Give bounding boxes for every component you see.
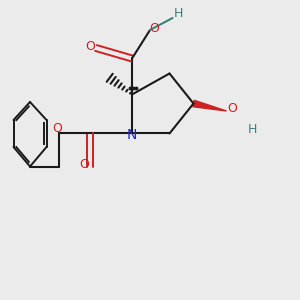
Text: N: N xyxy=(127,128,137,142)
Text: O: O xyxy=(80,158,89,172)
Text: H: H xyxy=(174,7,183,20)
Text: O: O xyxy=(227,101,237,115)
Text: O: O xyxy=(86,40,95,53)
Polygon shape xyxy=(193,100,226,111)
Text: O: O xyxy=(150,22,159,35)
Text: O: O xyxy=(52,122,62,135)
Text: H: H xyxy=(248,122,257,136)
